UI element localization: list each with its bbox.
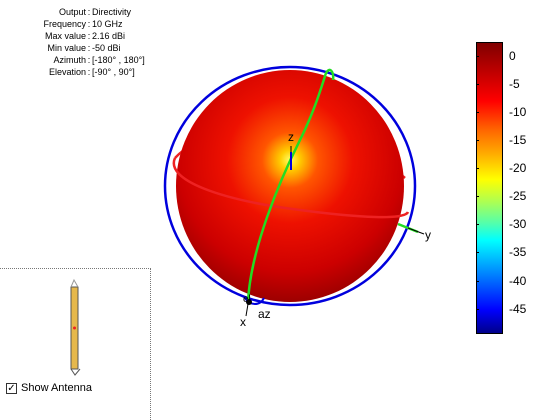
azimuth-value: [-180° , 180°] <box>92 55 145 65</box>
max-value-label: Max value <box>44 31 86 41</box>
min-value-label: Min value <box>47 43 86 53</box>
pattern-sphere <box>176 70 404 302</box>
elevation-label: Elevation <box>48 67 86 77</box>
colorbar-tick: -25 <box>509 189 527 203</box>
colorbar-tick: -20 <box>509 161 527 175</box>
origin-marker <box>246 299 252 305</box>
elevation-ring-front <box>172 157 410 219</box>
info-elevation-row: Elevation : [-90° , 90°] <box>0 66 145 78</box>
z-axis-label: z <box>288 130 294 144</box>
colorbar-tick: -45 <box>509 302 527 316</box>
output-value: Directivity <box>92 7 132 17</box>
colorbar-tick: -10 <box>509 105 527 119</box>
colorbar <box>476 42 503 334</box>
meridian-arc <box>246 68 335 304</box>
colorbar-tick: 0 <box>509 49 516 63</box>
info-frequency-row: Frequency : 10 GHz <box>0 18 145 30</box>
antenna-preview-panel <box>0 268 151 420</box>
x-axis-label: x <box>240 315 246 329</box>
info-max-row: Max value : 2.16 dBi <box>0 30 145 42</box>
colorbar-tick: -40 <box>509 274 527 288</box>
antenna-feed <box>73 326 76 330</box>
el-axis-label: el <box>243 294 251 305</box>
colorbar-tick: -35 <box>509 245 527 259</box>
colorbar-tick: -30 <box>509 217 527 231</box>
info-panel: Output : Directivity Frequency : 10 GHz … <box>0 6 145 78</box>
az-axis-label: az <box>258 307 271 321</box>
elevation-value: [-90° , 90°] <box>92 67 135 77</box>
show-antenna-checkbox[interactable]: ✓ <box>6 382 17 394</box>
meridian-bottom-arc <box>244 297 265 305</box>
info-azimuth-row: Azimuth : [-180° , 180°] <box>0 54 145 66</box>
colorbar-tick: -15 <box>509 133 527 147</box>
colorbar-tick: -5 <box>509 77 520 91</box>
frequency-value: 10 GHz <box>92 19 123 29</box>
min-value: -50 dBi <box>92 43 121 53</box>
y-axis-line <box>407 227 425 235</box>
antenna-top <box>70 278 79 288</box>
antenna-bottom <box>70 368 81 376</box>
info-output-row: Output : Directivity <box>0 6 145 18</box>
x-axis-line <box>245 303 249 317</box>
azimuth-label: Azimuth <box>53 55 86 65</box>
show-antenna-toggle[interactable]: ✓ Show Antenna <box>6 382 92 394</box>
output-label: Output <box>58 7 86 17</box>
info-min-row: Min value : -50 dBi <box>0 42 145 54</box>
y-axis-label: y <box>425 228 431 242</box>
max-value: 2.16 dBi <box>92 31 126 41</box>
frequency-label: Frequency <box>43 19 86 29</box>
azimuth-circle <box>163 65 417 307</box>
show-antenna-label: Show Antenna <box>21 382 92 394</box>
